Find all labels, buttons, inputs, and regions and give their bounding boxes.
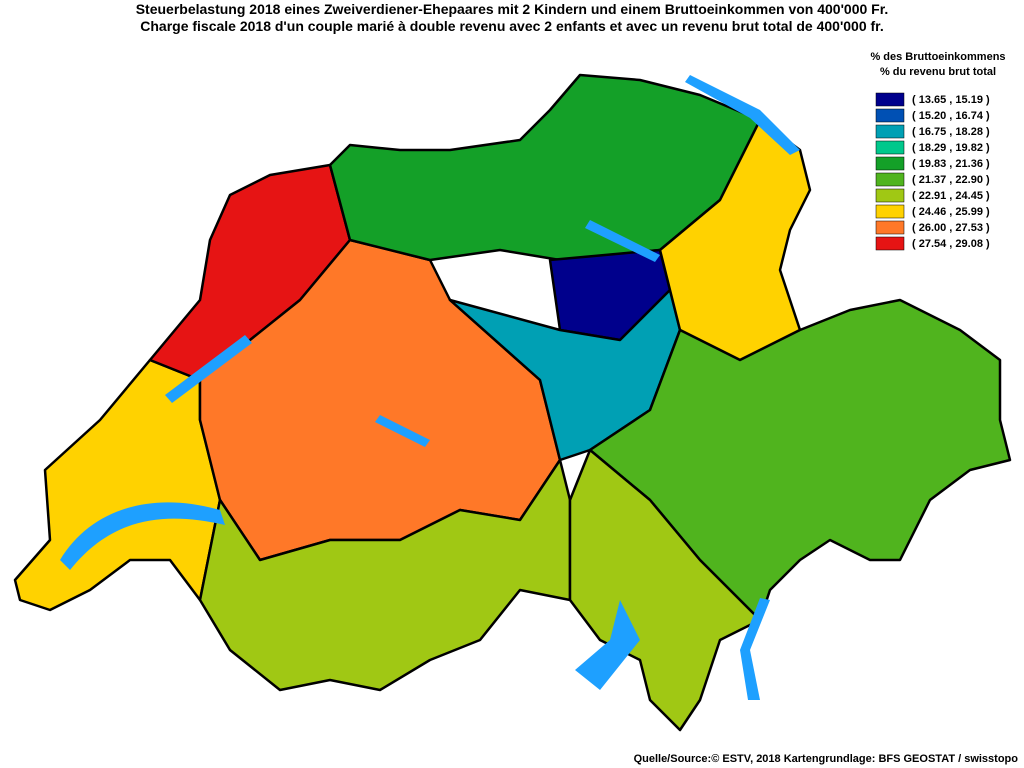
legend-label: ( 18.29 , 19.82 ) <box>912 142 990 154</box>
lake-geneva <box>60 502 225 570</box>
map <box>13 73 1012 732</box>
region-st-gallen <box>658 118 812 362</box>
legend-swatch <box>875 204 905 219</box>
region-vaud <box>13 358 222 612</box>
legend-swatch <box>875 172 905 187</box>
legend-title-de: % des Bruttoeinkommens <box>870 51 1005 63</box>
legend-swatch <box>875 140 905 155</box>
legend-swatch <box>875 188 905 203</box>
legend-label: ( 15.20 , 16.74 ) <box>912 110 990 122</box>
lake-zurich <box>585 220 660 262</box>
legend-swatch <box>875 236 905 251</box>
legend-swatch <box>875 108 905 123</box>
legend-label: ( 16.75 , 18.28 ) <box>912 126 990 138</box>
lake-neuchatel <box>165 335 252 403</box>
lake-thun <box>375 415 430 447</box>
legend-swatch <box>875 124 905 139</box>
legend-label: ( 24.46 , 25.99 ) <box>912 206 990 218</box>
legend-title-fr: % du revenu brut total <box>880 66 996 78</box>
legend-label: ( 22.91 , 24.45 ) <box>912 190 990 202</box>
legend-label: ( 27.54 , 29.08 ) <box>912 238 990 250</box>
region-north <box>328 73 762 262</box>
legend-label: ( 26.00 , 27.53 ) <box>912 222 990 234</box>
legend-swatch <box>875 220 905 235</box>
lake-lugano <box>740 598 770 700</box>
legend-label: ( 19.83 , 21.36 ) <box>912 158 990 170</box>
legend-swatch <box>875 92 905 107</box>
lake-constance <box>685 75 800 155</box>
region-ticino <box>568 448 762 732</box>
title-fr: Charge fiscale 2018 d'un couple marié à … <box>140 18 884 34</box>
title-de: Steuerbelastung 2018 eines Zweiverdiener… <box>136 1 889 17</box>
legend-swatch <box>875 156 905 171</box>
source: Quelle/Source:© ESTV, 2018 Kartengrundla… <box>634 753 1019 765</box>
legend-label: ( 21.37 , 22.90 ) <box>912 174 990 186</box>
lake-maggiore <box>575 600 640 690</box>
legend: ( 13.65 , 15.19 ) ( 15.20 , 16.74 ) ( 16.7… <box>875 92 990 251</box>
legend-label: ( 13.65 , 15.19 ) <box>912 94 990 106</box>
